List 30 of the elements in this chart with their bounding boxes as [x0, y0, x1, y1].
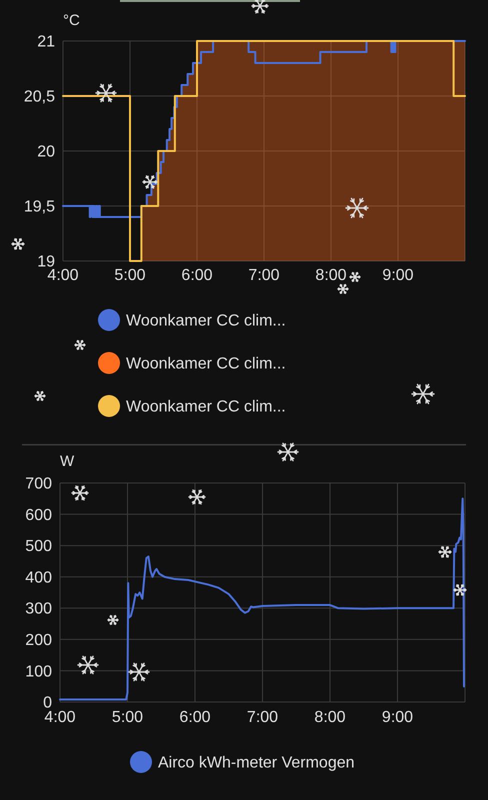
legend-label: Woonkamer CC clim... — [126, 312, 286, 330]
x-tick-label: 4:00 — [44, 709, 76, 726]
y-tick-label: 0 — [43, 694, 52, 712]
y-tick-label: 20 — [37, 144, 56, 161]
x-tick-label: 6:00 — [179, 709, 211, 726]
y-tick-label: 400 — [25, 569, 52, 586]
y-tick-label: 20,5 — [24, 88, 56, 106]
y-tick-label: 700 — [25, 476, 52, 493]
legend-label: Woonkamer CC clim... — [126, 356, 286, 373]
x-tick-label: 8:00 — [314, 709, 346, 726]
y-tick-label: 200 — [25, 632, 52, 650]
y-axis-title: W — [60, 453, 75, 470]
x-tick-label: 5:00 — [114, 267, 146, 284]
y-tick-label: 500 — [25, 538, 52, 556]
x-tick-label: 9:00 — [382, 709, 414, 726]
y-axis-title: °C — [63, 12, 80, 29]
x-tick-label: 9:00 — [382, 267, 414, 284]
x-tick-label: 5:00 — [112, 709, 144, 726]
legend-label: Woonkamer CC clim... — [126, 398, 286, 416]
y-tick-label: 100 — [25, 663, 52, 680]
y-tick-label: 21 — [37, 34, 56, 51]
legend-label: Airco kWh-meter Vermogen — [158, 754, 355, 772]
y-tick-label: 600 — [25, 506, 52, 524]
x-tick-label: 8:00 — [315, 267, 347, 284]
y-tick-label: 19,5 — [24, 198, 56, 216]
x-tick-label: 7:00 — [246, 709, 278, 726]
x-tick-label: 7:00 — [248, 267, 280, 284]
x-tick-label: 4:00 — [47, 267, 79, 284]
y-tick-label: 300 — [25, 600, 52, 618]
x-tick-label: 6:00 — [181, 267, 213, 284]
